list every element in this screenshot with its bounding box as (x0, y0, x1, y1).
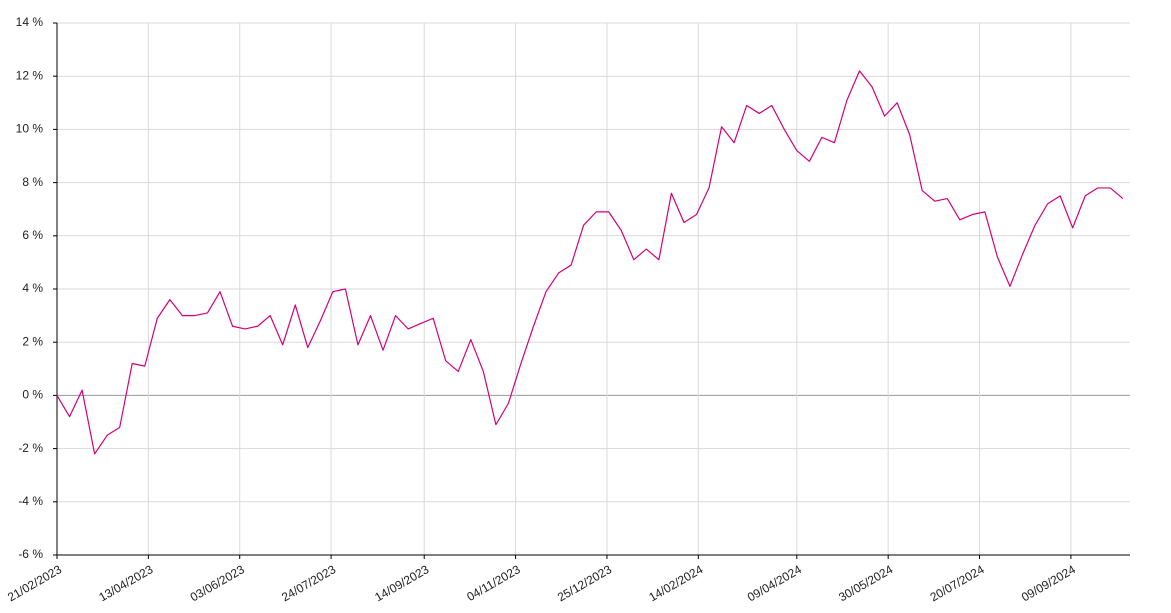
y-tick-label: -6 % (18, 547, 43, 561)
x-tick-label: 03/06/2023 (188, 562, 247, 604)
x-tick-label: 20/07/2024 (928, 562, 987, 604)
y-tick-label: 2 % (22, 334, 43, 348)
x-tick-label: 09/04/2024 (745, 562, 804, 604)
data-line (56, 70, 1124, 455)
x-tick-label: 09/09/2024 (1019, 562, 1078, 604)
x-tick-label: 24/07/2023 (279, 562, 338, 604)
x-tick-label: 04/11/2023 (464, 562, 523, 604)
y-tick-label: -4 % (18, 494, 43, 508)
x-tick-label: 14/02/2024 (646, 562, 705, 604)
x-tick-label: 14/09/2023 (372, 562, 431, 604)
y-tick-label: 4 % (22, 281, 43, 295)
x-tick-label: 25/12/2023 (555, 562, 614, 604)
x-tick-label: 21/02/2023 (5, 562, 64, 604)
y-tick-label: 10 % (16, 122, 44, 136)
y-tick-label: 12 % (16, 68, 44, 82)
y-tick-label: 6 % (22, 228, 43, 242)
x-tick-label: 13/04/2023 (96, 562, 155, 604)
y-tick-label: 14 % (16, 15, 44, 29)
y-tick-label: 8 % (22, 175, 43, 189)
x-tick-label: 30/05/2024 (836, 562, 895, 604)
y-tick-label: -2 % (18, 441, 43, 455)
y-tick-label: 0 % (22, 388, 43, 402)
